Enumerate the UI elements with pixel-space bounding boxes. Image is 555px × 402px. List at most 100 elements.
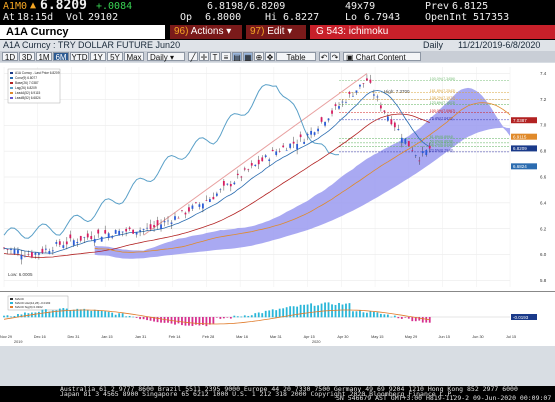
period-1m[interactable]: 1M: [36, 52, 52, 62]
candle-body: [3, 247, 5, 249]
chart-content-button[interactable]: ▣ Chart Content: [343, 52, 421, 62]
macd-bar: [285, 307, 288, 318]
period-6m[interactable]: 6M: [53, 52, 69, 62]
macd-bar: [229, 317, 232, 319]
candle-body: [90, 236, 93, 240]
y-tick-label: 6.8: [540, 149, 547, 154]
lead-a-line: [94, 102, 511, 253]
macd-bar: [240, 316, 243, 318]
macd-bar: [327, 302, 330, 318]
x-tick-label: Mar 16: [236, 335, 248, 339]
x-tick-label: Jun 30: [472, 335, 483, 339]
macd-bar: [313, 305, 316, 318]
macd-legend-swatch: [10, 306, 13, 308]
macd-bar: [93, 309, 96, 318]
candle-body: [355, 90, 358, 93]
legend-label: LeadA(52) 6.9115: [15, 91, 41, 95]
candle-body: [13, 249, 16, 254]
back-icon[interactable]: ↶: [319, 52, 329, 62]
macd-bar: [198, 317, 201, 326]
legend-label: Conv(9) 6.8077: [15, 76, 37, 80]
candle-body: [226, 183, 229, 185]
legend-label: Lag(26) 6.8209: [15, 86, 37, 90]
period-1d[interactable]: 1D: [2, 52, 18, 62]
candle-body: [114, 230, 117, 234]
macd-signal-line: [3, 309, 430, 325]
x-tick-label: Feb 14: [169, 335, 181, 339]
candle-body: [104, 230, 107, 234]
macd-bar: [125, 316, 128, 318]
candle-body: [191, 205, 194, 209]
actions-menu[interactable]: 96) Actions ▾: [170, 25, 242, 39]
x-tick-label: Dec 31: [67, 335, 79, 339]
period-ytd[interactable]: YTD: [70, 52, 89, 62]
candle-body: [390, 119, 393, 125]
candle-body: [34, 252, 37, 255]
y-tick-label: 7.2: [540, 97, 547, 102]
period-3d[interactable]: 3D: [19, 52, 35, 62]
candle-body: [17, 250, 19, 254]
candle-body: [146, 227, 148, 229]
candle-body: [373, 94, 375, 96]
macd-bar: [128, 315, 131, 318]
candle-body: [229, 183, 232, 187]
macd-bar: [3, 315, 5, 318]
frequency-select[interactable]: Daily ▾: [147, 52, 185, 62]
macd-bar: [205, 317, 208, 327]
fib-label: 61.8%(6.8994): [430, 135, 454, 139]
period-5y[interactable]: 5Y: [107, 52, 123, 62]
table-button[interactable]: Table: [276, 52, 316, 62]
legend-label: Base(26) 7.0387: [15, 81, 39, 85]
macd-bar: [379, 313, 382, 318]
x-tick-label: May 29: [405, 335, 417, 339]
time-label: At: [3, 12, 16, 23]
edit-menu[interactable]: 97) Edit ▾: [246, 25, 306, 39]
price-tags: 7.0387 6.9115 6.8209 6.6824: [511, 117, 537, 170]
compare-icon[interactable]: ▤: [232, 52, 242, 62]
candle-body: [177, 217, 180, 219]
fib-label: 50.0%(6.8638): [430, 139, 454, 143]
macd-panel-divider: [0, 291, 555, 292]
macd-bar: [212, 317, 215, 324]
candle-body: [163, 221, 166, 223]
forward-icon[interactable]: ↷: [330, 52, 340, 62]
zoom-icon[interactable]: ⊕: [254, 52, 264, 62]
grid-icon[interactable]: ▦: [243, 52, 253, 62]
candle-body: [345, 102, 347, 104]
draw-line-icon[interactable]: ╱: [188, 52, 198, 62]
candle-body: [348, 91, 351, 94]
period-max[interactable]: Max: [124, 52, 144, 62]
period-1y[interactable]: 1Y: [90, 52, 106, 62]
chart-svg[interactable]: 100.0%(7.3456) 161.8%(7.2543) 138.2%(7.197…: [0, 63, 555, 346]
candle-body: [107, 233, 110, 238]
candle-body: [264, 155, 267, 157]
macd-bar: [359, 310, 361, 318]
candle-body: [181, 210, 183, 211]
chart-area[interactable]: 100.0%(7.3456) 161.8%(7.2543) 138.2%(7.197…: [0, 63, 555, 346]
legend-swatch: [10, 82, 13, 84]
chevron-down-icon: ▾: [167, 53, 175, 62]
candle-body: [407, 141, 410, 147]
macd-bar: [425, 317, 428, 323]
candle-body: [86, 233, 89, 238]
macd-bar: [149, 317, 152, 321]
candle-body: [341, 101, 344, 103]
x-year-2020: 2020: [312, 340, 320, 344]
macd-bar: [86, 309, 89, 318]
macd-bar: [55, 310, 58, 318]
candle-body: [83, 237, 86, 238]
macd-bar: [254, 313, 257, 318]
macd-bar: [247, 315, 250, 318]
text-tool-icon[interactable]: T: [210, 52, 220, 62]
price-tag-label: 6.8209: [513, 146, 527, 151]
pan-icon[interactable]: ✥: [265, 52, 275, 62]
legend-swatch: [10, 87, 13, 89]
fib-label: 123.6%(7.1603): [430, 101, 456, 105]
macd-legend-swatch: [10, 298, 13, 300]
security-field[interactable]: A1A Curncy: [0, 25, 165, 39]
crosshair-icon[interactable]: ✛: [199, 52, 209, 62]
fib-tool-icon[interactable]: ≡: [221, 52, 231, 62]
macd-bar: [114, 314, 117, 318]
candle-body: [24, 255, 26, 257]
